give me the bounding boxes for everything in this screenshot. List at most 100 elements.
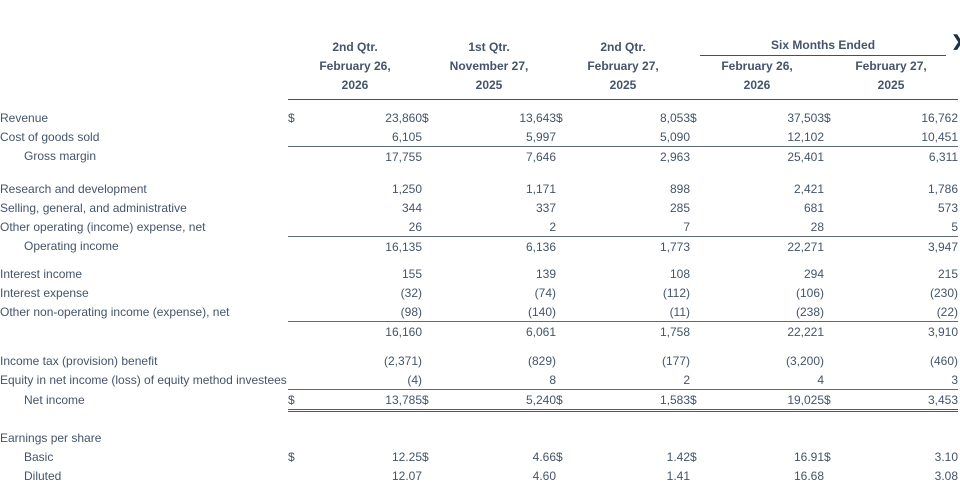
currency-cell	[824, 198, 854, 217]
currency-cell	[824, 127, 855, 147]
six-months-ended-label: Six Months Ended	[700, 38, 947, 56]
column-header-date: November 27,	[449, 58, 529, 73]
currency-cell	[288, 198, 318, 217]
value-cell: 19,025	[720, 389, 825, 412]
value-cell: 2	[452, 217, 557, 237]
currency-cell	[422, 237, 452, 257]
currency-cell: $	[824, 110, 831, 125]
value-cell: 3,910	[928, 324, 959, 339]
value-cell: 13,785	[318, 389, 422, 412]
spacer	[0, 100, 958, 109]
value-cell: 1,171	[525, 181, 557, 196]
chevron-right-icon[interactable]: ❯	[951, 33, 960, 51]
value-cell	[318, 428, 422, 447]
table-row: Basic $12.25 $4.66 $1.42 $16.91 $3.10	[0, 447, 958, 466]
value-cell: 28	[720, 217, 825, 237]
currency-cell	[422, 198, 452, 217]
value-cell: 37,503	[787, 110, 825, 125]
table-row: 16,160 6,061 1,758 22,221 3,910	[0, 322, 958, 342]
currency-cell	[422, 466, 452, 485]
table-row	[0, 166, 958, 179]
value-cell: (106)	[796, 285, 825, 300]
row-label: Income tax (provision) benefit	[0, 353, 158, 368]
value-cell: 4.60	[532, 468, 557, 483]
row-label: Cost of goods sold	[0, 129, 100, 144]
currency-cell	[422, 179, 452, 198]
currency-cell: $	[556, 449, 563, 464]
income-statement-table: 2nd Qtr. 1st Qtr. 2nd Qtr. Six Months En…	[0, 37, 959, 485]
spacer	[0, 256, 958, 264]
value-cell	[720, 428, 824, 447]
column-header-date: February 27,	[587, 58, 659, 73]
row-label: Net income	[24, 393, 85, 407]
value-cell: 4.66	[532, 449, 557, 464]
header-spacer-cell	[0, 56, 288, 75]
value-cell: 3.10	[934, 449, 959, 464]
currency-cell	[422, 147, 452, 167]
value-cell: 12.25	[391, 449, 422, 464]
column-header-period: 2nd Qtr.	[600, 39, 646, 54]
table-row: Net income $13,785 $5,240 $1,583 $19,025 $3,4…	[0, 389, 959, 412]
value-cell: 7	[586, 217, 691, 237]
table-row: Other operating (income) expense, net 26 2…	[0, 217, 959, 237]
value-cell: 12,102	[720, 127, 825, 147]
header-date-row: February 26, November 27, February 27, F…	[0, 56, 958, 75]
currency-cell	[288, 351, 318, 370]
spacer	[0, 166, 958, 179]
value-cell: 16,135	[385, 239, 422, 254]
value-cell: 16.68	[793, 468, 825, 483]
currency-cell	[824, 147, 854, 167]
value-cell: 1.41	[666, 468, 691, 483]
currency-cell	[824, 322, 854, 342]
column-header-period: 1st Qtr.	[468, 39, 510, 54]
column-header-period: 2nd Qtr.	[332, 39, 378, 54]
row-label: Revenue	[0, 110, 49, 125]
value-cell: 1,773	[659, 239, 691, 254]
column-header-date: February 26,	[721, 58, 793, 73]
column-header-year: 2025	[422, 75, 557, 100]
value-cell: (177)	[662, 353, 691, 368]
column-header-year: 2025	[824, 75, 959, 100]
value-cell: 3,453	[854, 389, 959, 412]
currency-cell: $	[288, 110, 295, 125]
spacer	[0, 341, 958, 351]
value-cell: (829)	[528, 353, 557, 368]
row-label: Other operating (income) expense, net	[0, 219, 206, 234]
currency-cell	[556, 283, 586, 302]
header-year-row: 2026 2025 2025 2026 2025	[0, 75, 959, 100]
currency-cell	[288, 237, 318, 257]
value-cell: 23,860	[385, 110, 422, 125]
value-cell: 2,421	[793, 181, 825, 196]
value-cell: 285	[669, 200, 691, 215]
income-statement-panel: ❯ 2nd Qtr. 1st Qtr. 2nd Qtr. Six Months …	[0, 33, 960, 485]
value-cell: 1,583	[586, 389, 691, 412]
row-label: Interest expense	[0, 285, 89, 300]
table-row: Revenue $23,860 $13,643 $8,053 $37,503 $16,76…	[0, 108, 958, 127]
currency-cell	[288, 127, 318, 147]
value-cell: 681	[803, 200, 825, 215]
value-cell: 3,947	[928, 239, 959, 254]
row-label: Gross margin	[24, 149, 97, 164]
currency-cell	[288, 466, 318, 485]
row-label: Other non-operating income (expense), ne…	[0, 304, 230, 319]
table-row: Interest expense (32) (74) (112) (106) (230)	[0, 283, 958, 302]
currency-cell	[690, 127, 721, 147]
currency-cell	[690, 179, 720, 198]
currency-cell: $	[422, 449, 429, 464]
table-row: Operating income 16,135 6,136 1,773 22,271 3,…	[0, 237, 958, 257]
value-cell: 573	[938, 200, 959, 215]
table-row: Research and development 1,250 1,171 898 2,4…	[0, 179, 958, 198]
currency-cell	[690, 237, 720, 257]
row-label	[0, 322, 288, 342]
currency-cell	[824, 217, 855, 237]
currency-cell: $	[422, 389, 452, 412]
value-cell	[854, 428, 958, 447]
currency-cell	[824, 179, 854, 198]
value-cell: (4)	[318, 370, 422, 390]
currency-cell	[824, 264, 854, 283]
currency-cell	[422, 370, 452, 390]
currency-cell: $	[824, 449, 831, 464]
currency-cell	[556, 302, 587, 322]
value-cell: 1.42	[666, 449, 691, 464]
currency-cell	[690, 198, 720, 217]
